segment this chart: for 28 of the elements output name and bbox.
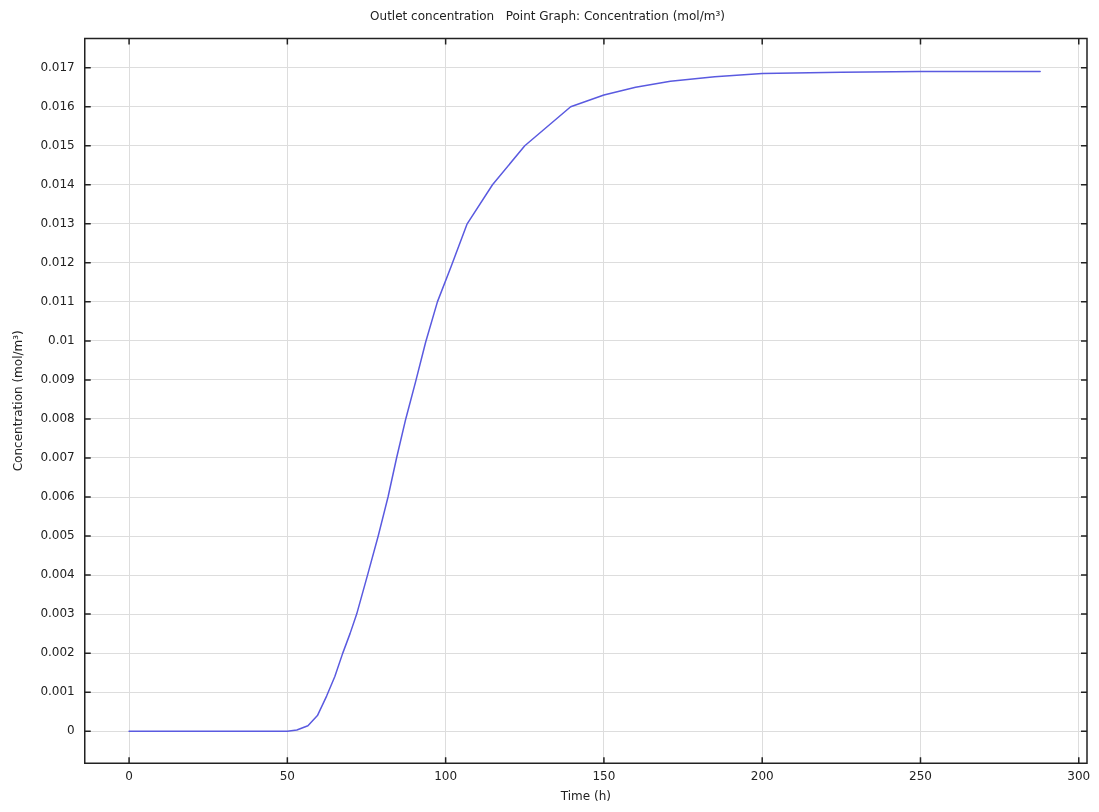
chart-title: Outlet concentration Point Graph: Concentration (mol/m³) (370, 9, 725, 24)
y-tick-label: 0.017 (40, 59, 75, 74)
y-tick-label: 0.007 (40, 450, 75, 465)
y-tick-label: 0.01 (48, 333, 75, 348)
x-tick-label: 100 (434, 768, 458, 783)
y-tick-label: 0.006 (40, 489, 75, 504)
y-tick-label: 0.014 (40, 176, 75, 191)
y-tick-label: 0.002 (40, 645, 75, 660)
y-axis-title: Concentration (mol/m³) (11, 330, 26, 472)
y-tick-label: 0.003 (40, 606, 75, 621)
x-tick-label: 50 (279, 768, 295, 783)
x-axis-title: Time (h) (559, 788, 611, 803)
y-tick-label: 0.004 (40, 567, 75, 582)
y-tick-label: 0.013 (40, 215, 75, 230)
y-tick-label: 0.001 (40, 684, 75, 699)
x-tick-label: 200 (750, 768, 774, 783)
y-tick-label: 0.016 (40, 98, 75, 113)
x-tick-label: 0 (125, 768, 133, 783)
y-tick-label: 0.005 (40, 528, 75, 543)
y-tick-label: 0.011 (40, 293, 75, 308)
x-tick-label: 150 (592, 768, 616, 783)
y-tick-label: 0.009 (40, 372, 75, 387)
x-tick-label: 300 (1067, 768, 1091, 783)
y-tick-label: 0.012 (40, 254, 75, 269)
y-tick-label: 0.008 (40, 411, 75, 426)
x-tick-label: 250 (909, 768, 932, 783)
y-tick-label: 0.015 (40, 137, 75, 152)
y-tick-label: 0 (67, 723, 75, 738)
